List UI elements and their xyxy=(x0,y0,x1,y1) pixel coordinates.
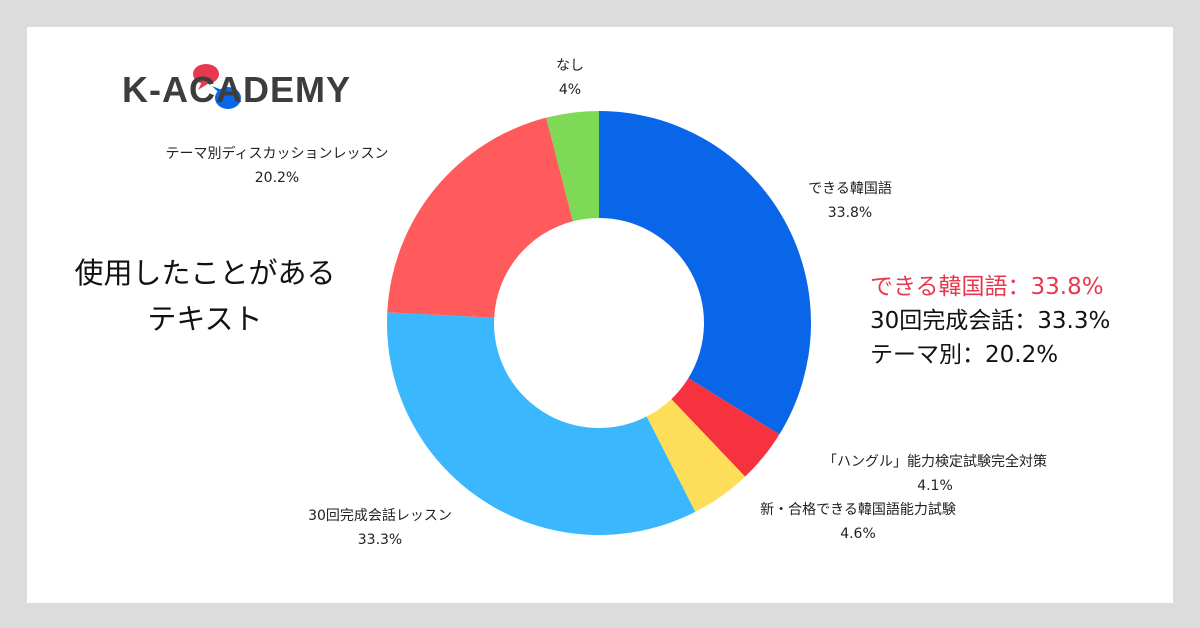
slice-value-5: 20.2% xyxy=(255,170,299,186)
slice-value-4: 33.3% xyxy=(358,532,402,548)
logo-red-bubble xyxy=(193,64,219,84)
brand-name: K-ACADEMY xyxy=(122,69,351,110)
slice-label-6: なし xyxy=(556,58,584,74)
donut-slice-5 xyxy=(387,117,573,318)
slice-value-2: 4.1% xyxy=(917,478,953,494)
logo-blue-bubble-tail xyxy=(212,86,222,92)
summary-line-2: 30回完成会話：33.3% xyxy=(870,308,1111,334)
chart-title-line1: 使用したことがある xyxy=(74,256,336,290)
logo-bubbles-icon xyxy=(193,64,241,109)
slice-label-3: 新・合格できる韓国語能力試験 xyxy=(760,502,956,518)
chart-title: 使用したことがある テキスト xyxy=(40,250,370,342)
slice-label-2: 「ハングル」能力検定試験完全対策 xyxy=(823,453,1047,470)
slice-value-6: 4% xyxy=(559,82,581,98)
donut-slice-1 xyxy=(599,111,812,435)
summary-line-1: できる韓国語：33.8% xyxy=(870,274,1104,300)
donut-slice-6 xyxy=(546,111,599,222)
chart-title-line2: テキスト xyxy=(147,302,263,336)
slice-value-1: 33.8% xyxy=(828,205,872,221)
logo-blue-bubble xyxy=(215,87,241,109)
donut-slice-2 xyxy=(671,378,780,477)
logo-red-bubble-tail xyxy=(198,82,209,90)
slice-value-3: 4.6% xyxy=(840,526,876,542)
donut-slice-3 xyxy=(646,399,746,512)
slice-label-5: テーマ別ディスカッションレッスン xyxy=(165,145,388,162)
summary-line-3: テーマ別：20.2% xyxy=(870,342,1059,368)
slice-label-4: 30回完成会話レッスン xyxy=(308,507,452,524)
slice-label-1: できる韓国語 xyxy=(808,181,892,197)
donut-slice-4 xyxy=(387,312,696,535)
summary-box: できる韓国語：33.8% 30回完成会話：33.3% テーマ別：20.2% xyxy=(870,270,1110,372)
